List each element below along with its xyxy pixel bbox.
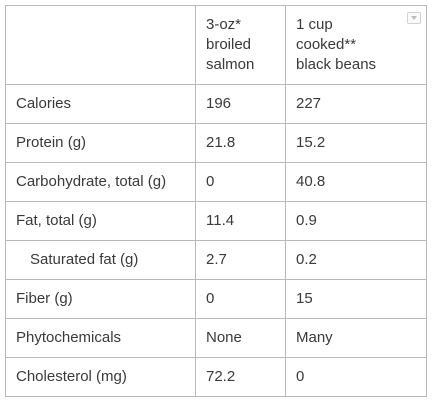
header-beans-line-2: cooked** bbox=[296, 36, 357, 53]
salmon-value: 196 bbox=[195, 84, 286, 124]
salmon-value: 0 bbox=[195, 162, 286, 202]
header-beans-line-3: black beans bbox=[296, 56, 377, 73]
row-label: Saturated fat (g) bbox=[5, 240, 196, 280]
beans-value: 40.8 bbox=[285, 162, 427, 202]
table-row: Carbohydrate, total (g) 0 40.8 bbox=[5, 162, 427, 202]
row-label-text: Saturated fat (g) bbox=[30, 251, 139, 268]
header-salmon-line-1: 3-oz* bbox=[206, 16, 242, 33]
beans-value: 227 bbox=[285, 84, 427, 124]
beans-value: 0.2 bbox=[285, 240, 427, 280]
beans-value: Many bbox=[285, 318, 427, 358]
table-row: Fat, total (g) 11.4 0.9 bbox=[5, 201, 427, 241]
salmon-value: 21.8 bbox=[195, 123, 286, 163]
beans-value: 15.2 bbox=[285, 123, 427, 163]
row-label: Calories bbox=[5, 84, 196, 124]
table-row: Protein (g) 21.8 15.2 bbox=[5, 123, 427, 163]
salmon-value: 72.2 bbox=[195, 357, 286, 397]
table-row: Calories 196 227 bbox=[5, 84, 427, 124]
table-header-row: 3-oz* broiled salmon 1 cup cooked** blac… bbox=[5, 5, 427, 85]
header-salmon-line-2: broiled bbox=[206, 36, 252, 53]
table-row: Saturated fat (g) 2.7 0.2 bbox=[5, 240, 427, 280]
row-label: Fiber (g) bbox=[5, 279, 196, 319]
salmon-value: 2.7 bbox=[195, 240, 286, 280]
table-row: Phytochemicals None Many bbox=[5, 318, 427, 358]
row-label: Cholesterol (mg) bbox=[5, 357, 196, 397]
row-label: Protein (g) bbox=[5, 123, 196, 163]
header-salmon-line-3: salmon bbox=[206, 56, 255, 73]
salmon-value: 11.4 bbox=[195, 201, 286, 241]
table-row: Cholesterol (mg) 72.2 0 bbox=[5, 357, 427, 397]
header-beans-line-1: 1 cup bbox=[296, 16, 333, 33]
table-row: Fiber (g) 0 15 bbox=[5, 279, 427, 319]
beans-value: 0 bbox=[285, 357, 427, 397]
beans-value: 0.9 bbox=[285, 201, 427, 241]
nutrition-comparison-table: 3-oz* broiled salmon 1 cup cooked** blac… bbox=[5, 5, 427, 397]
salmon-value: 0 bbox=[195, 279, 286, 319]
row-label: Fat, total (g) bbox=[5, 201, 196, 241]
header-black-beans: 1 cup cooked** black beans bbox=[285, 5, 427, 85]
row-label: Carbohydrate, total (g) bbox=[5, 162, 196, 202]
header-empty-cell bbox=[5, 5, 196, 85]
beans-value: 15 bbox=[285, 279, 427, 319]
row-label: Phytochemicals bbox=[5, 318, 196, 358]
salmon-value: None bbox=[195, 318, 286, 358]
header-salmon: 3-oz* broiled salmon bbox=[195, 5, 286, 85]
chevron-down-icon[interactable] bbox=[407, 12, 421, 24]
